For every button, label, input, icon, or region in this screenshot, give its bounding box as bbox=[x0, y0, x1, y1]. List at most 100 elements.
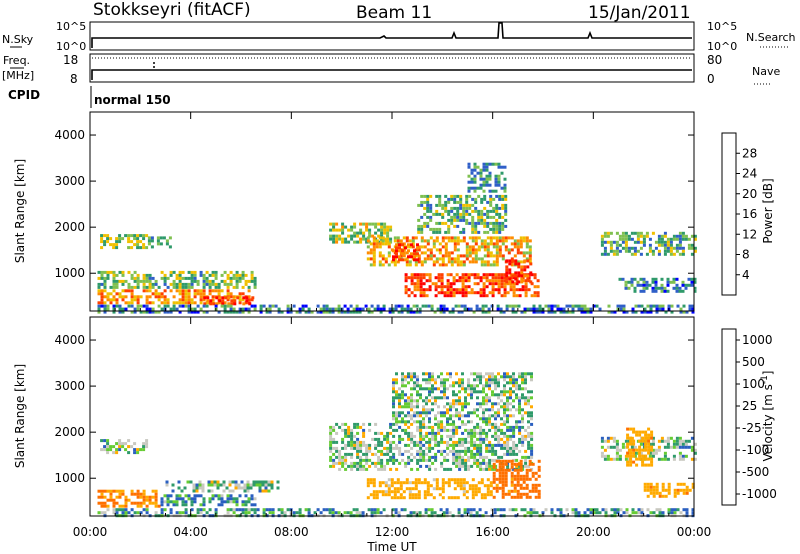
data-cell bbox=[381, 254, 385, 258]
data-cell bbox=[404, 375, 407, 379]
data-cell bbox=[621, 277, 625, 281]
data-cell bbox=[516, 489, 520, 493]
data-cell bbox=[175, 276, 179, 280]
data-cell bbox=[525, 483, 529, 487]
data-cell bbox=[521, 414, 524, 418]
data-cell bbox=[356, 452, 360, 456]
data-cell bbox=[693, 442, 697, 446]
data-cell bbox=[380, 222, 384, 226]
data-cell bbox=[494, 288, 498, 292]
data-cell bbox=[396, 239, 400, 243]
data-cell bbox=[450, 478, 454, 482]
data-cell bbox=[503, 291, 507, 295]
data-cell bbox=[589, 310, 593, 314]
data-cell bbox=[642, 289, 646, 293]
data-cell bbox=[498, 197, 502, 201]
data-cell bbox=[518, 375, 521, 379]
data-cell bbox=[534, 477, 538, 481]
data-cell bbox=[530, 390, 533, 394]
data-cell bbox=[625, 310, 629, 314]
data-cell bbox=[203, 302, 207, 306]
data-cell bbox=[531, 483, 535, 487]
data-cell bbox=[500, 171, 504, 175]
data-cell bbox=[384, 239, 388, 243]
data-cell bbox=[461, 282, 465, 286]
data-cell bbox=[186, 480, 190, 484]
data-cell bbox=[479, 183, 483, 187]
data-cell bbox=[428, 420, 431, 424]
y-tick-label: 1000 bbox=[54, 266, 85, 280]
data-cell bbox=[621, 246, 625, 250]
data-cell bbox=[410, 393, 413, 397]
data-cell bbox=[462, 260, 466, 264]
data-cell bbox=[372, 484, 376, 488]
data-cell bbox=[492, 221, 496, 225]
data-cell bbox=[121, 511, 125, 515]
data-cell bbox=[338, 455, 342, 459]
data-cell bbox=[130, 489, 134, 493]
data-cell bbox=[377, 461, 381, 465]
data-cell bbox=[444, 230, 448, 234]
data-cell bbox=[684, 286, 688, 290]
data-cell bbox=[425, 396, 428, 400]
data-cell bbox=[681, 454, 685, 458]
data-cell bbox=[448, 310, 452, 314]
data-cell bbox=[423, 194, 427, 198]
data-cell bbox=[184, 500, 188, 504]
data-cell bbox=[181, 292, 185, 296]
data-cell bbox=[657, 445, 661, 449]
data-cell bbox=[528, 257, 532, 261]
data-cell bbox=[500, 285, 504, 289]
data-cell bbox=[423, 478, 427, 482]
data-cell bbox=[429, 236, 433, 240]
data-cell bbox=[276, 480, 280, 484]
data-cell bbox=[446, 279, 450, 283]
data-cell bbox=[232, 500, 236, 504]
data-cell bbox=[442, 304, 446, 308]
data-cell bbox=[650, 433, 654, 437]
data-cell bbox=[574, 304, 578, 308]
data-cell bbox=[509, 396, 512, 400]
data-cell bbox=[479, 177, 483, 181]
data-cell bbox=[489, 236, 493, 240]
data-cell bbox=[395, 422, 399, 426]
data-cell bbox=[497, 282, 501, 286]
data-cell bbox=[467, 279, 471, 283]
data-cell bbox=[202, 289, 206, 293]
data-cell bbox=[532, 307, 536, 311]
data-cell bbox=[501, 227, 505, 231]
data-cell bbox=[178, 494, 182, 498]
data-cell bbox=[398, 399, 401, 403]
data-cell bbox=[666, 439, 670, 443]
data-cell bbox=[172, 270, 176, 274]
data-cell bbox=[226, 304, 230, 308]
data-cell bbox=[422, 408, 425, 412]
data-cell bbox=[244, 511, 248, 515]
data-cell bbox=[592, 508, 596, 512]
data-cell bbox=[175, 285, 179, 289]
data-cell bbox=[187, 276, 191, 280]
data-cell bbox=[112, 273, 116, 277]
data-cell bbox=[205, 270, 209, 274]
data-cell bbox=[386, 437, 390, 441]
data-cell bbox=[470, 420, 473, 424]
data-cell bbox=[172, 285, 176, 289]
data-cell bbox=[347, 428, 351, 432]
data-cell bbox=[461, 431, 465, 435]
data-cell bbox=[121, 445, 125, 449]
data-cell bbox=[494, 437, 498, 441]
data-cell bbox=[237, 483, 241, 487]
data-cell bbox=[395, 252, 398, 256]
data-cell bbox=[503, 183, 507, 187]
data-cell bbox=[404, 273, 408, 277]
data-cell bbox=[441, 478, 445, 482]
data-cell bbox=[515, 282, 519, 286]
data-cell bbox=[509, 425, 513, 429]
data-cell bbox=[419, 425, 423, 429]
data-cell bbox=[492, 245, 496, 249]
data-cell bbox=[633, 277, 637, 281]
data-cell bbox=[211, 282, 215, 286]
data-cell bbox=[366, 484, 370, 488]
data-cell bbox=[411, 242, 415, 246]
